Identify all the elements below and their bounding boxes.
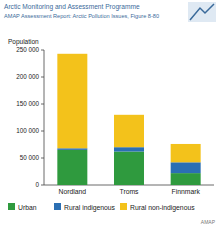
y-axis-label: Population [8, 38, 39, 46]
legend-label: Urban [18, 204, 37, 211]
x-tick-label: Nordland [59, 188, 87, 195]
subtitle: AMAP Assessment Report: Arctic Pollution… [4, 13, 159, 19]
y-tick [41, 77, 44, 78]
legend-swatch [120, 203, 127, 210]
title: Arctic Monitoring and Assessment Program… [4, 3, 140, 11]
bar-segment [57, 148, 87, 150]
y-tick [41, 50, 44, 51]
bar-segment [114, 115, 144, 147]
logo-mark [190, 4, 214, 20]
y-tick-label: 0 [35, 181, 39, 188]
bar-segment [57, 150, 87, 185]
y-tick-label: 150 000 [16, 100, 39, 107]
legend-swatch [54, 203, 61, 210]
logo [188, 2, 216, 22]
y-tick [41, 158, 44, 159]
bars [57, 54, 200, 185]
bar-segment [114, 147, 144, 151]
y-tick-label: 50 000 [20, 154, 40, 161]
y-tick-label: 250 000 [16, 46, 39, 53]
y-tick-label: 200 000 [16, 73, 39, 80]
y-tick [41, 131, 44, 132]
legend-swatch [8, 203, 15, 210]
y-tick [41, 185, 44, 186]
bar-segment [114, 152, 144, 185]
y-tick [41, 104, 44, 105]
bar-segment [57, 54, 87, 149]
annotation: AMAP [201, 219, 216, 225]
y-tick-label: 100 000 [16, 127, 39, 134]
x-tick-label: Finnmark [172, 188, 201, 195]
bar-segment [171, 162, 201, 173]
y-axis [44, 50, 45, 185]
bar-segment [171, 173, 201, 185]
chart: Arctic Monitoring and Assessment Program… [0, 0, 220, 228]
bar-segment [171, 144, 201, 162]
legend-label: Rural indigenous [64, 204, 116, 212]
legend-label: Rural non-indigenous [130, 204, 195, 212]
x-tick-label: Troms [119, 188, 139, 195]
logo-bg [188, 2, 216, 22]
